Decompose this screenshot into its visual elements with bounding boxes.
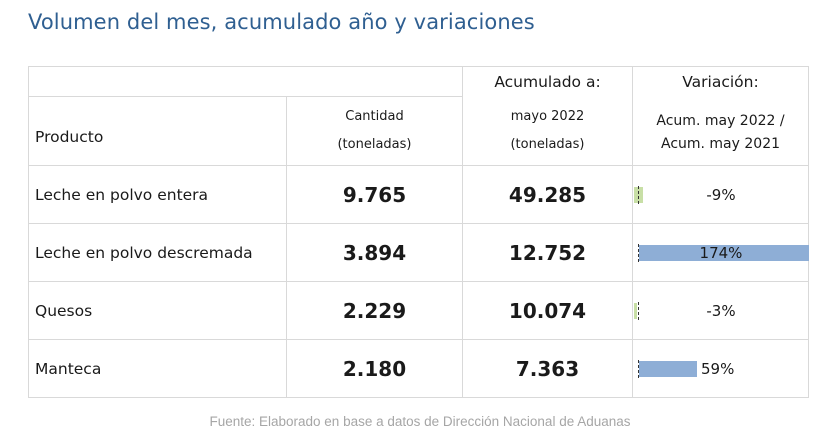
header-variacion-title: Variación:: [632, 66, 809, 97]
header-variacion: Acum. may 2022 / Acum. may 2021: [632, 96, 809, 166]
variacion-label: -3%: [706, 301, 736, 320]
variacion-label: 59%: [701, 359, 735, 378]
acumulado-value: 10.074: [462, 281, 633, 340]
table-row: Manteca 2.180 7.363 59%: [28, 339, 809, 398]
header-acumulado-unit: (toneladas): [510, 136, 585, 152]
header-acumulado-title: Acumulado a:: [462, 66, 633, 97]
variacion-cell: -3%: [632, 281, 809, 340]
table-row: Leche en polvo descremada 3.894 12.752 174%: [28, 223, 809, 282]
header-variacion-line2: Acum. may 2021: [660, 135, 781, 152]
variacion-cell: 59%: [632, 339, 809, 398]
table-row: Leche en polvo entera 9.765 49.285 -9%: [28, 165, 809, 224]
header-acumulado: mayo 2022 (toneladas): [462, 96, 633, 166]
volume-table: Acumulado a: Variación: Producto Cantida…: [28, 66, 809, 398]
source-footnote: Fuente: Elaborado en base a datos de Dir…: [209, 414, 631, 429]
variacion-axis: [638, 243, 639, 262]
cantidad-value: 2.229: [286, 281, 463, 340]
product-name: Quesos: [28, 281, 287, 340]
acumulado-value: 12.752: [462, 223, 633, 282]
variacion-label: -9%: [706, 185, 736, 204]
variacion-cell: 174%: [632, 223, 809, 282]
header-blank-cell: [28, 66, 463, 97]
variacion-axis: [638, 185, 639, 204]
table-row: Quesos 2.229 10.074 -3%: [28, 281, 809, 340]
cantidad-value: 2.180: [286, 339, 463, 398]
header-cantidad-label: Cantidad: [345, 109, 404, 124]
variacion-bar: [639, 360, 697, 377]
variacion-bar: [634, 302, 637, 319]
page-title: Volumen del mes, acumulado año y variaci…: [28, 10, 535, 34]
acumulado-value: 7.363: [462, 339, 633, 398]
variacion-axis: [638, 301, 639, 320]
product-name: Manteca: [28, 339, 287, 398]
header-cantidad-unit: (toneladas): [337, 137, 412, 152]
variacion-label: 174%: [699, 243, 743, 262]
acumulado-value: 49.285: [462, 165, 633, 224]
header-cantidad: Cantidad (toneladas): [286, 96, 463, 166]
table-body: Leche en polvo entera 9.765 49.285 -9% Leche…: [28, 165, 809, 398]
header-row-bottom: Producto Cantidad (toneladas) mayo 2022 …: [28, 96, 809, 166]
product-name: Leche en polvo entera: [28, 165, 287, 224]
variacion-axis: [638, 359, 639, 378]
cantidad-value: 3.894: [286, 223, 463, 282]
variacion-cell: -9%: [632, 165, 809, 224]
header-variacion-line1: Acum. may 2022 /: [656, 112, 785, 129]
product-name: Leche en polvo descremada: [28, 223, 287, 282]
variacion-bar: [639, 244, 809, 261]
cantidad-value: 9.765: [286, 165, 463, 224]
header-row-top: Acumulado a: Variación:: [28, 66, 809, 97]
header-producto: Producto: [28, 96, 287, 166]
header-acumulado-period: mayo 2022: [510, 108, 585, 124]
